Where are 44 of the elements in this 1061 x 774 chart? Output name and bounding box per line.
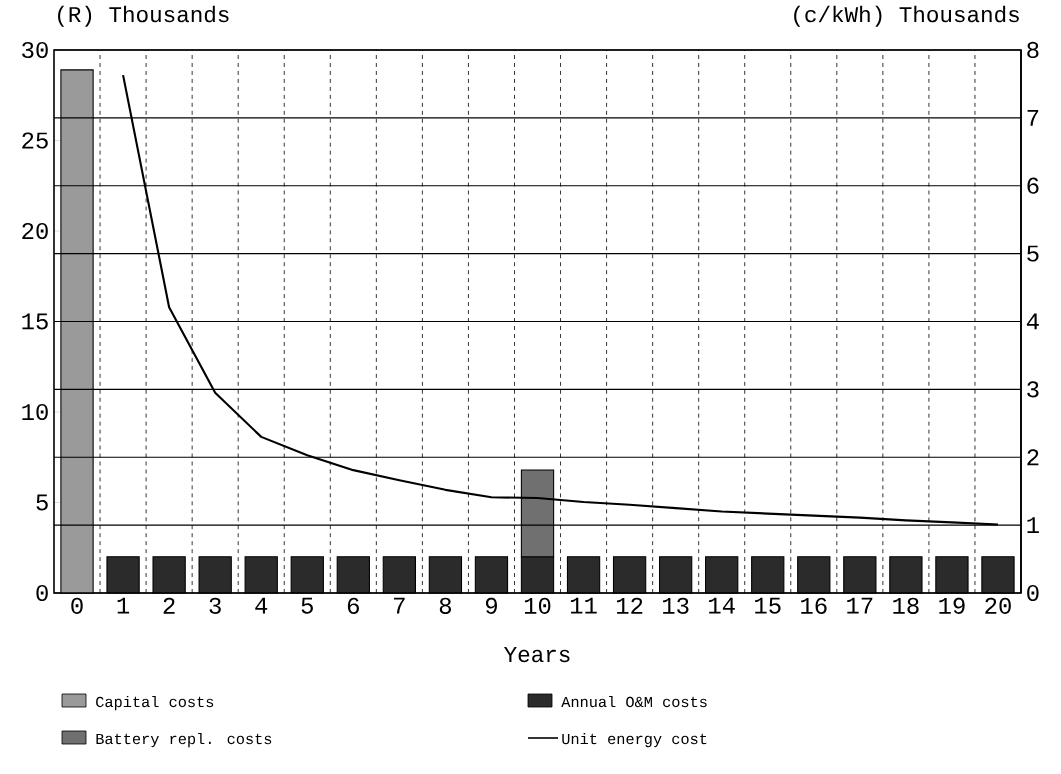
x-tick-label: 1 — [117, 597, 130, 614]
x-tick-label: 16 — [801, 597, 827, 614]
x-axis-title: Years — [504, 647, 570, 663]
y-tick-label: 10 — [22, 403, 48, 421]
x-tick-label: 0 — [71, 597, 83, 614]
y2-tick-label: 1 — [1027, 517, 1039, 533]
x-tick-label: 18 — [893, 597, 919, 614]
legend-label: Unit energy cost — [562, 732, 707, 748]
x-tick-label: 4 — [255, 597, 268, 614]
x-tick-label: 7 — [394, 597, 405, 614]
x-tick-label: 6 — [347, 597, 359, 614]
x-tick-label: 15 — [755, 597, 781, 614]
x-tick-label: 3 — [209, 597, 221, 614]
y2-tick-label: 4 — [1026, 313, 1039, 330]
y2-tick-label: 6 — [1027, 177, 1039, 194]
legend-label: Capital costs — [96, 695, 214, 711]
x-tick-label: 14 — [709, 597, 735, 614]
legend-label: Annual O&M costs — [561, 695, 707, 708]
x-tick-label: 11 — [570, 597, 597, 614]
y-tick-label: 25 — [22, 132, 48, 149]
y2-tick-label: 7 — [1027, 109, 1039, 126]
y2-tick-label: 2 — [1027, 449, 1039, 466]
y2-tick-label: 0 — [1027, 584, 1039, 602]
y-tick-label: 15 — [22, 313, 48, 330]
x-tick-label: 2 — [163, 597, 175, 614]
y2-axis-title: (c/kWh) Thousands — [794, 5, 1019, 27]
y-axis-title: (R) Thousands — [58, 5, 229, 27]
y-tick-label: 30 — [22, 41, 48, 59]
x-tick-label: 8 — [439, 597, 452, 614]
y2-tick-label: 5 — [1027, 245, 1039, 262]
y2-tick-label: 3 — [1027, 381, 1039, 398]
legend-label: Battery repl. costs — [96, 732, 272, 748]
x-tick-label: 9 — [485, 597, 497, 614]
y-tick-label: 20 — [22, 222, 48, 240]
y-tick-label: 0 — [36, 584, 48, 602]
x-tick-label: 17 — [847, 597, 873, 614]
x-tick-label: 13 — [663, 597, 689, 614]
x-tick-label: 19 — [939, 597, 965, 614]
x-tick-label: 20 — [985, 597, 1011, 614]
y-tick-label: 5 — [36, 494, 48, 511]
y2-tick-label: 8 — [1027, 41, 1039, 59]
x-tick-label: 12 — [616, 597, 643, 614]
x-tick-label: 10 — [524, 597, 551, 614]
x-tick-label: 5 — [301, 597, 313, 614]
